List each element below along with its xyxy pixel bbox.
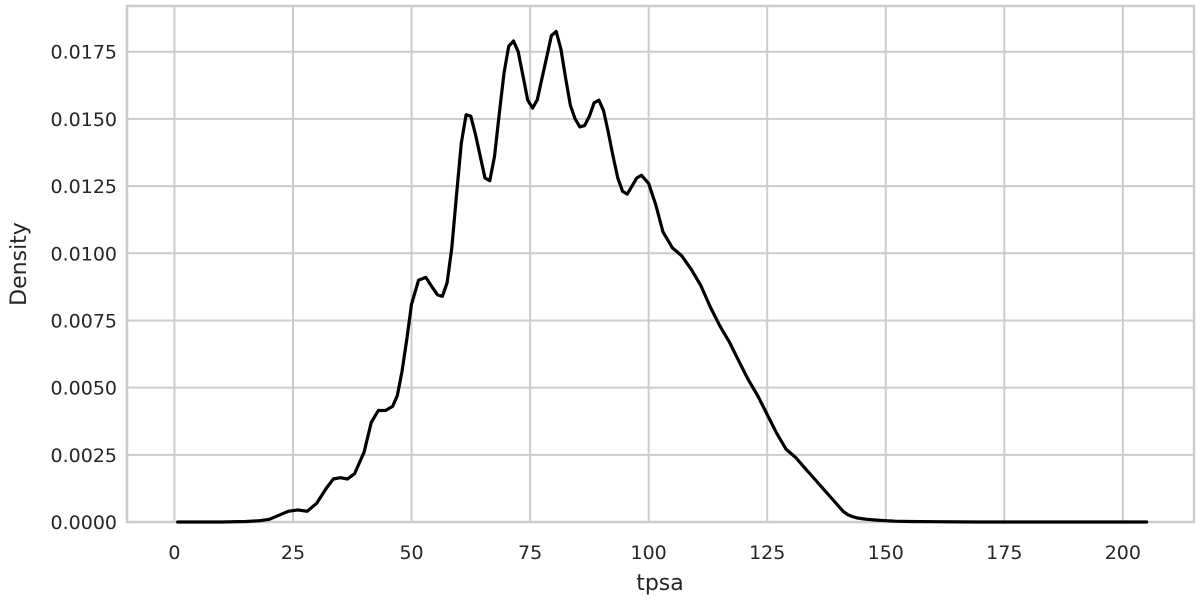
x-tick-label: 200 [1105, 542, 1141, 564]
x-axis-label: tpsa [636, 571, 684, 596]
y-tick-labels: 0.0000 0.0025 0.0050 0.0075 0.0100 0.0125 0.01… [51, 42, 117, 534]
y-tick-label: 0.0125 [51, 176, 117, 198]
x-tick-label: 100 [631, 542, 667, 564]
series [176, 29, 1149, 524]
plot-frame [125, 4, 1196, 524]
density-line [176, 29, 1149, 524]
axes-frame [125, 4, 1196, 524]
x-tick-label: 125 [749, 542, 785, 564]
y-tick-label: 0.0175 [51, 42, 117, 64]
y-tick-label: 0.0075 [51, 310, 117, 332]
x-tick-label: 0 [168, 542, 180, 564]
x-tick-label: 150 [868, 542, 904, 564]
y-tick-label: 0.0050 [51, 378, 117, 400]
x-tick-label: 175 [986, 542, 1022, 564]
x-tick-label: 75 [518, 542, 542, 564]
y-tick-label: 0.0150 [51, 109, 117, 131]
x-tick-label: 25 [281, 542, 305, 564]
y-tick-label: 0.0000 [51, 512, 117, 534]
y-tick-label: 0.0025 [51, 445, 117, 467]
y-axis-label: Density [7, 222, 32, 306]
x-tick-labels: 0 25 50 75 100 125 150 175 200 [168, 542, 1141, 564]
grid [127, 6, 1194, 522]
y-tick-label: 0.0100 [51, 243, 117, 265]
x-tick-label: 50 [399, 542, 423, 564]
